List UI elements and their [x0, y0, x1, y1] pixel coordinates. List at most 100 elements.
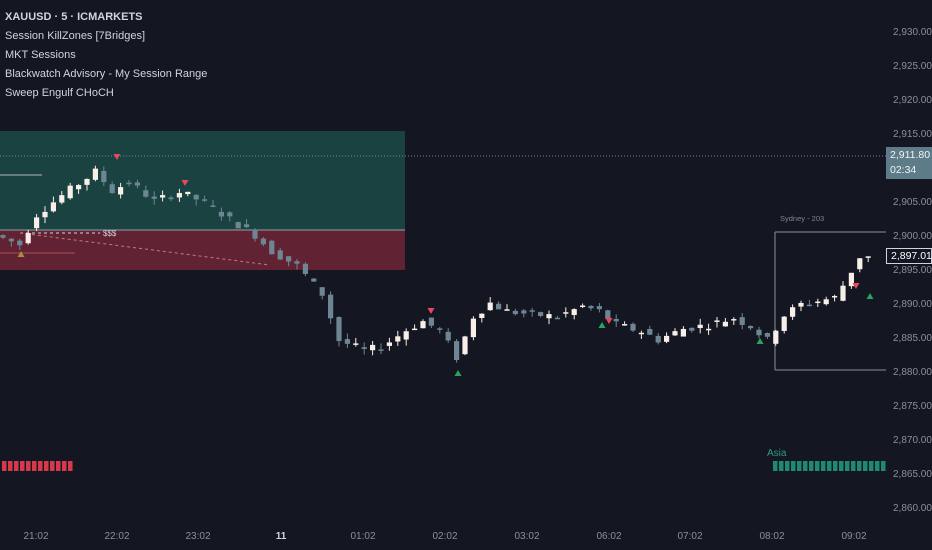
candle-body — [84, 178, 90, 185]
sell-signal-marker — [427, 308, 435, 314]
session-bar-asia — [821, 461, 826, 471]
price-axis-label: 2,900.00 — [893, 231, 932, 242]
candle-body — [0, 235, 6, 238]
buy-signal-marker — [454, 370, 462, 376]
price-axis-label: 2,880.00 — [893, 367, 932, 378]
candle-body — [134, 182, 140, 186]
candle-body — [126, 182, 132, 185]
candle-body — [823, 299, 829, 305]
candle-body — [781, 316, 787, 331]
candle-body — [118, 187, 124, 195]
candle-body — [445, 331, 451, 341]
candle-body — [806, 304, 812, 307]
candle-body — [596, 306, 602, 310]
session-bar-red — [8, 461, 13, 471]
session-bar-asia — [839, 461, 844, 471]
candle-body — [613, 318, 619, 322]
candle-body — [680, 328, 686, 337]
candle-body — [42, 211, 48, 218]
session-bar-asia — [779, 461, 784, 471]
buy-signal-marker — [598, 322, 606, 328]
candle-body — [512, 310, 518, 315]
time-axis-label: 09:02 — [841, 531, 866, 542]
session-bar-red — [14, 461, 19, 471]
session-bar-red — [20, 461, 25, 471]
candle-body — [815, 301, 821, 304]
candle-body — [420, 321, 426, 329]
candle-body — [538, 312, 544, 316]
candle-body — [17, 240, 23, 246]
candle-body — [269, 240, 275, 255]
time-axis-label: 02:02 — [432, 531, 457, 542]
session-bar-asia — [875, 461, 880, 471]
candle-body — [218, 211, 224, 217]
candle-body — [50, 202, 56, 212]
candle-body — [101, 170, 107, 183]
price-axis-label: 2,920.00 — [893, 95, 932, 106]
candle-body — [202, 199, 208, 201]
candle-body — [151, 196, 157, 199]
candle-body — [689, 327, 695, 331]
last-price-tag: 2,911.80 02:34 — [886, 147, 932, 179]
symbol-title[interactable]: XAUUSD · 5 · ICMARKETS — [5, 11, 143, 23]
candle-body — [756, 329, 762, 336]
candle-body — [328, 294, 334, 319]
candle-body — [378, 349, 384, 351]
asia-label: Asia — [767, 448, 787, 459]
candle-body — [487, 302, 493, 311]
price-axis-label: 2,875.00 — [893, 401, 932, 412]
chart-legend: XAUUSD · 5 · ICMARKETS Session KillZones… — [5, 8, 207, 103]
candle-body — [244, 224, 250, 228]
sell-signal-marker — [852, 283, 860, 289]
candle-body — [647, 328, 653, 335]
candle-body — [546, 314, 552, 319]
session-bar-asia — [785, 461, 790, 471]
candle-body — [504, 309, 510, 311]
time-axis-label: 23:02 — [185, 531, 210, 542]
candle-body — [638, 332, 644, 335]
price-axis-label: 2,860.00 — [893, 503, 932, 514]
session-bar-asia — [791, 461, 796, 471]
bar-countdown: 02:34 — [890, 164, 917, 176]
candle-body — [580, 305, 586, 308]
sell-signal-marker — [113, 154, 121, 160]
candle-body — [714, 320, 720, 322]
indicator-session-killzones[interactable]: Session KillZones [7Bridges] — [5, 30, 146, 42]
candle-body — [386, 342, 392, 346]
candle-body — [59, 195, 65, 203]
current-price-tag: 2,897.01 — [886, 248, 932, 264]
candle-body — [588, 305, 594, 309]
candle-body — [294, 261, 300, 264]
session-bar-asia — [827, 461, 832, 471]
candle-body — [428, 317, 434, 326]
candle-body — [857, 258, 863, 270]
candle-body — [722, 321, 728, 327]
session-bar-red — [2, 461, 7, 471]
buy-signal-marker — [17, 251, 25, 257]
candle-body — [76, 185, 82, 190]
time-axis-label: 22:02 — [104, 531, 129, 542]
session-bar-asia — [773, 461, 778, 471]
candle-body — [210, 205, 216, 207]
candle-body — [109, 184, 115, 194]
candle-body — [437, 328, 443, 330]
session-bar-asia — [833, 461, 838, 471]
indicator-session-range[interactable]: Blackwatch Advisory - My Session Range — [5, 68, 208, 80]
session-bar-asia — [809, 461, 814, 471]
indicator-sweep-engulf[interactable]: Sweep Engulf CHoCH — [5, 87, 114, 99]
candle-body — [185, 191, 191, 195]
price-axis-label: 2,865.00 — [893, 469, 932, 480]
session-bar-asia — [857, 461, 862, 471]
candle-body — [865, 256, 871, 258]
indicator-mkt-sessions[interactable]: MKT Sessions — [5, 49, 76, 61]
candle-body — [370, 344, 376, 351]
session-bar-asia — [881, 461, 886, 471]
candle-body — [521, 310, 527, 314]
candle-body — [361, 347, 367, 349]
candle-body — [563, 312, 569, 314]
candle-body — [462, 336, 468, 355]
session-bar-red — [32, 461, 37, 471]
candle-body — [8, 238, 14, 242]
